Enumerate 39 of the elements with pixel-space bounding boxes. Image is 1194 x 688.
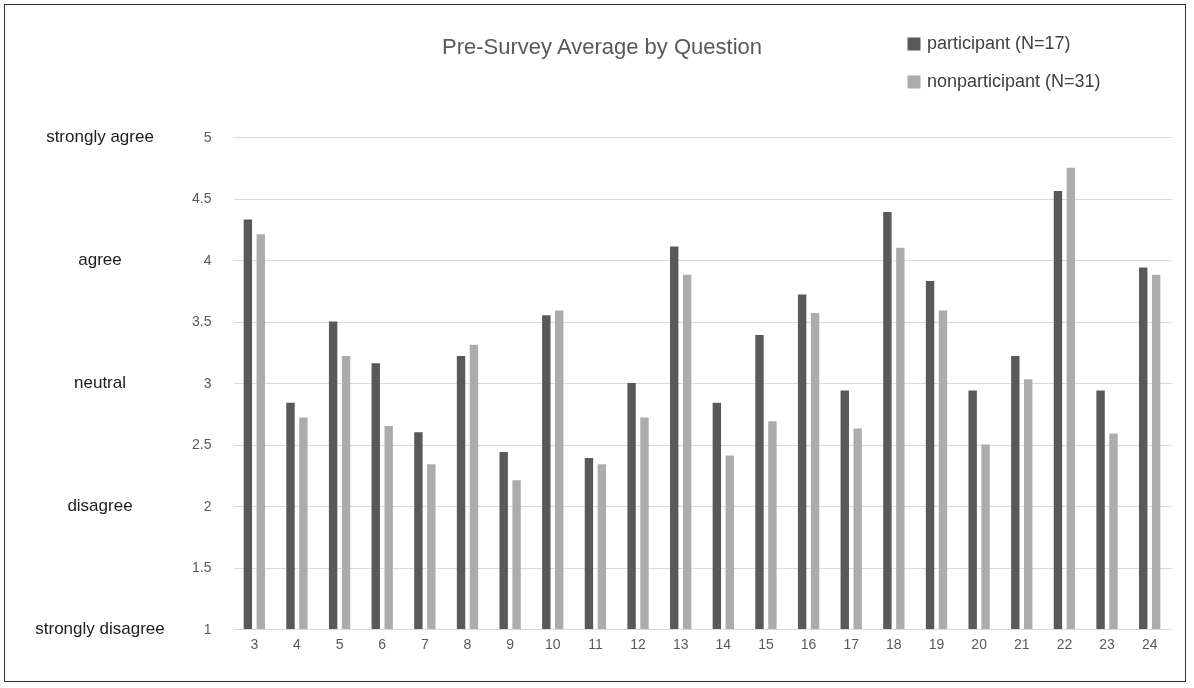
y-tick-label: 1.5 [192, 559, 212, 575]
x-tick-label: 19 [928, 635, 945, 652]
x-tick-label: 24 [1141, 635, 1158, 652]
x-tick-label: 15 [758, 635, 774, 652]
legend-label: nonparticipant (N=31) [927, 71, 1101, 91]
legend-label: participant (N=17) [927, 33, 1071, 53]
x-tick-label: 22 [1056, 635, 1073, 652]
x-tick-label: 5 [335, 635, 344, 652]
x-tick-label: 17 [843, 635, 860, 652]
x-tick-label: 3 [250, 635, 259, 652]
x-tick-label: 16 [800, 635, 817, 652]
x-tick-label: 4 [293, 635, 302, 652]
x-tick-label: 21 [1013, 635, 1030, 652]
chart-title: Pre-Survey Average by Question [442, 34, 762, 59]
y-tick-label: 1 [203, 620, 212, 637]
y-tick-label: 4.5 [192, 190, 212, 206]
x-tick-label: 20 [971, 635, 988, 652]
y-tick-label: 2 [203, 497, 212, 514]
x-tick-label: 12 [630, 635, 647, 652]
text: strongly disagree [35, 619, 165, 638]
text: strongly agree [46, 127, 154, 146]
text: agree [78, 250, 122, 269]
x-tick-label: 9 [506, 635, 515, 652]
x-tick-label: 6 [378, 635, 387, 652]
x-tick-label: 18 [886, 635, 902, 652]
x-tick-label: 14 [715, 635, 732, 652]
y-tick-label: 5 [203, 128, 212, 145]
text: disagree [67, 496, 133, 515]
y-tick-label: 3 [203, 374, 212, 391]
x-tick-label: 13 [672, 635, 689, 652]
x-tick-label: 7 [420, 635, 429, 652]
y-tick-label: 2.5 [192, 436, 212, 452]
text: neutral [74, 373, 126, 392]
x-tick-label: 8 [463, 635, 472, 652]
y-tick-label: 4 [203, 251, 212, 268]
x-tick-label: 11 [588, 635, 603, 652]
y-tick-label: 3.5 [192, 313, 212, 329]
x-tick-label: 10 [544, 635, 561, 652]
x-tick-label: 23 [1099, 635, 1116, 652]
